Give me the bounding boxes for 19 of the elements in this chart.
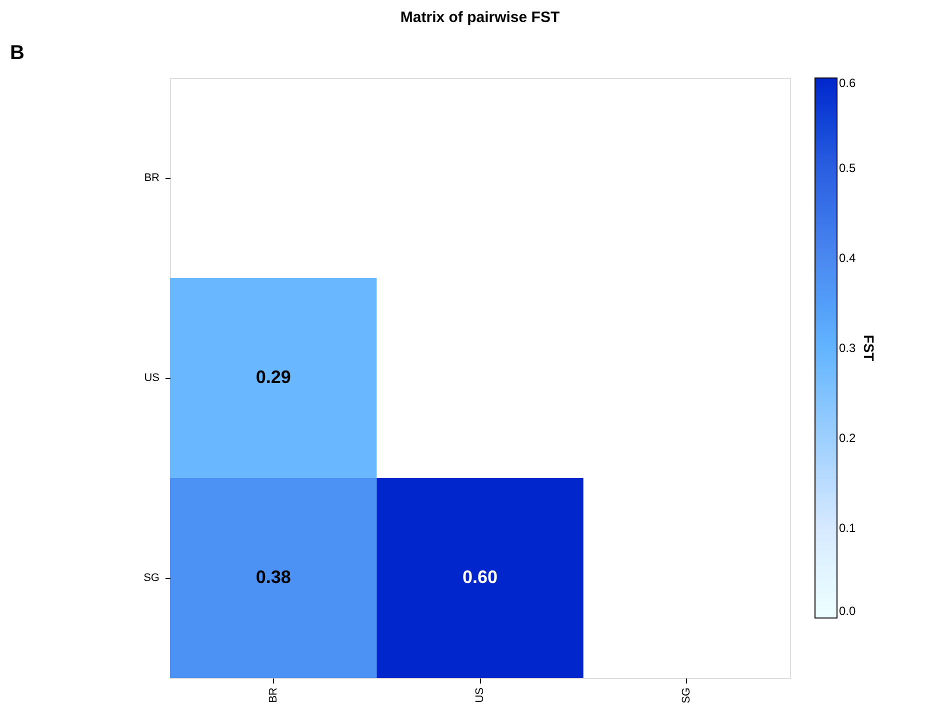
y-tick-label: SG <box>144 572 160 584</box>
x-tick-label: BR <box>267 687 280 703</box>
y-tick-label: US <box>144 372 160 384</box>
color-bar-label: 0.3 <box>839 341 856 355</box>
x-tick-label: SG <box>680 688 693 704</box>
y-tick-label: BR <box>144 172 160 184</box>
x-tick-label: US <box>474 688 486 703</box>
color-bar-label: 0.2 <box>839 431 856 445</box>
color-bar-label: 0.5 <box>839 161 856 175</box>
text: B <box>10 42 24 64</box>
chart-title: Matrix of pairwise FST <box>400 9 560 26</box>
color-bar-label: 0.4 <box>839 251 856 265</box>
color-bar-label: 0.6 <box>839 76 856 90</box>
color-bar-label: 0.1 <box>839 521 856 535</box>
data-label: 0.38 <box>256 567 291 587</box>
color-bar-title: FST <box>861 334 877 362</box>
data-label: 0.60 <box>462 567 498 587</box>
color-bar-label: 0.0 <box>839 604 856 618</box>
data-label: 0.29 <box>256 367 291 387</box>
